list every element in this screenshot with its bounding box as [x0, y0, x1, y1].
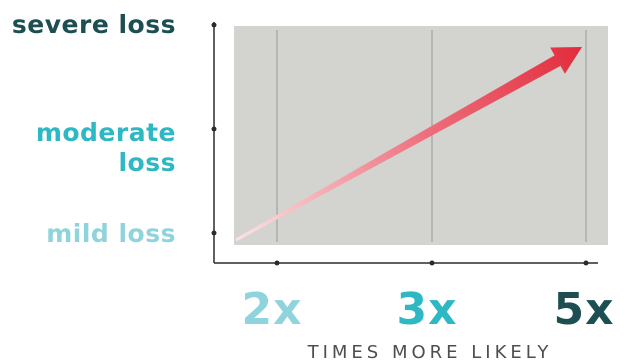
gridlines	[276, 30, 587, 242]
x-tick-5x	[583, 260, 589, 266]
y-tick-mild-loss	[211, 230, 217, 236]
axis-ticks	[211, 22, 589, 266]
x-tick-label-2x: 2x	[241, 284, 303, 335]
x-tick-label-3x: 3x	[396, 284, 458, 335]
trend-arrow	[235, 47, 583, 242]
y-tick-moderate-loss	[211, 126, 217, 132]
y-tick-label-mild: mild loss	[46, 219, 176, 248]
y-tick-label-moderate: moderate loss	[35, 118, 176, 177]
x-tick-label-5x: 5x	[553, 284, 615, 335]
y-tick-label-severe: severe loss	[11, 10, 176, 39]
data-marks	[235, 47, 583, 242]
y-tick-severe-loss	[211, 22, 217, 28]
x-axis-title: TIMES MORE LIKELY	[307, 342, 553, 363]
x-tick-3x	[429, 260, 435, 266]
x-tick-2x	[274, 260, 280, 266]
